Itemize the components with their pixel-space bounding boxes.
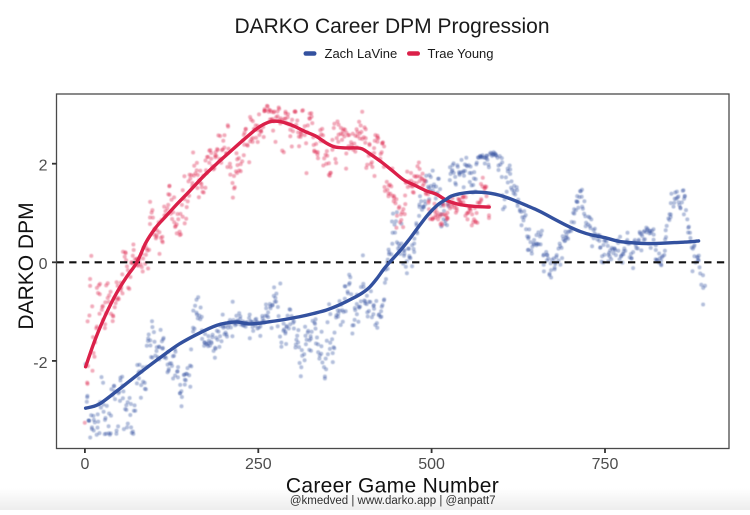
svg-text:0: 0 (80, 456, 89, 473)
svg-text:-2: -2 (33, 355, 47, 372)
svg-text:500: 500 (418, 456, 445, 473)
svg-text:250: 250 (245, 456, 272, 473)
svg-text:DARKO DPM: DARKO DPM (15, 202, 38, 329)
svg-text:DARKO Career DPM Progression: DARKO Career DPM Progression (234, 15, 549, 38)
svg-text:Zach LaVine: Zach LaVine (325, 46, 398, 61)
svg-text:2: 2 (39, 158, 48, 175)
svg-text:Trae Young: Trae Young (428, 46, 494, 61)
svg-text:750: 750 (592, 456, 619, 473)
svg-text:0: 0 (39, 256, 48, 273)
